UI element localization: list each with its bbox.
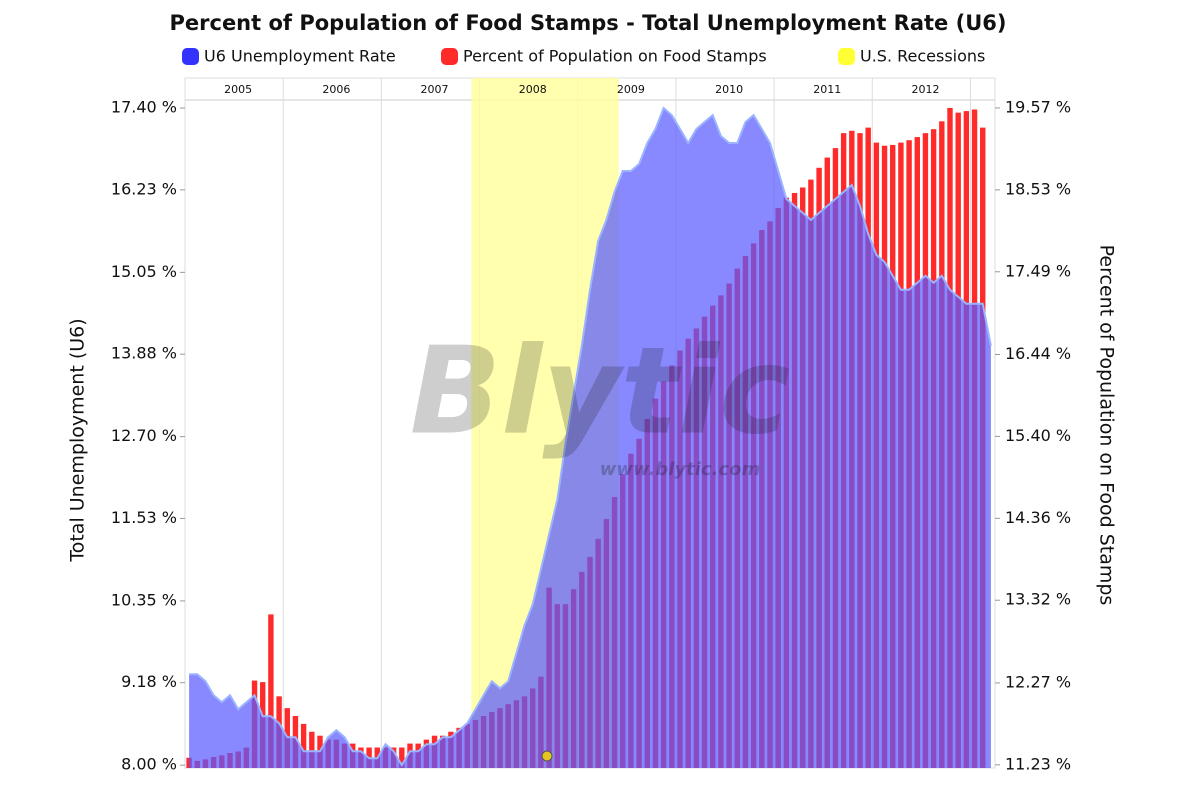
legend-swatch [182,48,199,65]
y2-axis-title: Percent of Population on Food Stamps [1096,245,1118,606]
y2-tick-label: 18.53 % [1005,179,1071,198]
x-tick-label: 2007 [421,83,449,96]
legend-label: U6 Unemployment Rate [204,47,396,66]
x-tick-label: 2011 [813,83,841,96]
y2-tick-label: 12.27 % [1005,672,1071,691]
y2-tick-label: 14.36 % [1005,508,1071,527]
area-line [189,106,992,768]
legend-label: U.S. Recessions [860,47,985,66]
y-tick-label: 13.88 % [111,344,177,363]
watermark: Blytic [410,323,790,462]
y-tick-label: 16.23 % [111,179,177,198]
y-tick-label: 8.00 % [121,755,177,774]
x-tick-label: 2010 [715,83,743,96]
bar [268,614,274,768]
x-tick-label: 2008 [519,83,547,96]
y-axis-title: Total Unemployment (U6) [67,318,89,562]
legend-swatch [441,48,458,65]
y2-tick-label: 13.32 % [1005,590,1071,609]
x-tick-label: 2006 [322,83,350,96]
watermark-url: www.blytic.com [600,459,760,480]
x-tick-label: 2005 [224,83,252,96]
area [189,108,991,769]
y-tick-label: 10.35 % [111,590,177,609]
y2-tick-label: 11.23 % [1005,754,1071,773]
chart-title: Percent of Population of Food Stamps - T… [170,11,1007,35]
y2-tick-label: 19.57 % [1005,97,1071,116]
y-tick-label: 17.40 % [111,98,177,117]
bar [186,757,192,768]
x-tick-label: 2012 [911,83,939,96]
legend-swatch [838,48,855,65]
x-tick-label: 2009 [617,83,645,96]
plot [186,78,992,769]
y2-tick-label: 17.49 % [1005,261,1071,280]
bar [300,723,307,768]
y-tick-label: 11.53 % [111,508,177,527]
bar [399,747,405,768]
y-tick-label: 15.05 % [111,262,177,281]
y2-tick-label: 16.44 % [1005,344,1071,363]
bar [309,731,315,768]
y-tick-label: 9.18 % [121,672,177,691]
y2-tick-label: 15.40 % [1005,426,1071,445]
legend-label: Percent of Population on Food Stamps [463,47,767,66]
event-marker [541,750,553,762]
y-tick-label: 12.70 % [111,426,177,445]
